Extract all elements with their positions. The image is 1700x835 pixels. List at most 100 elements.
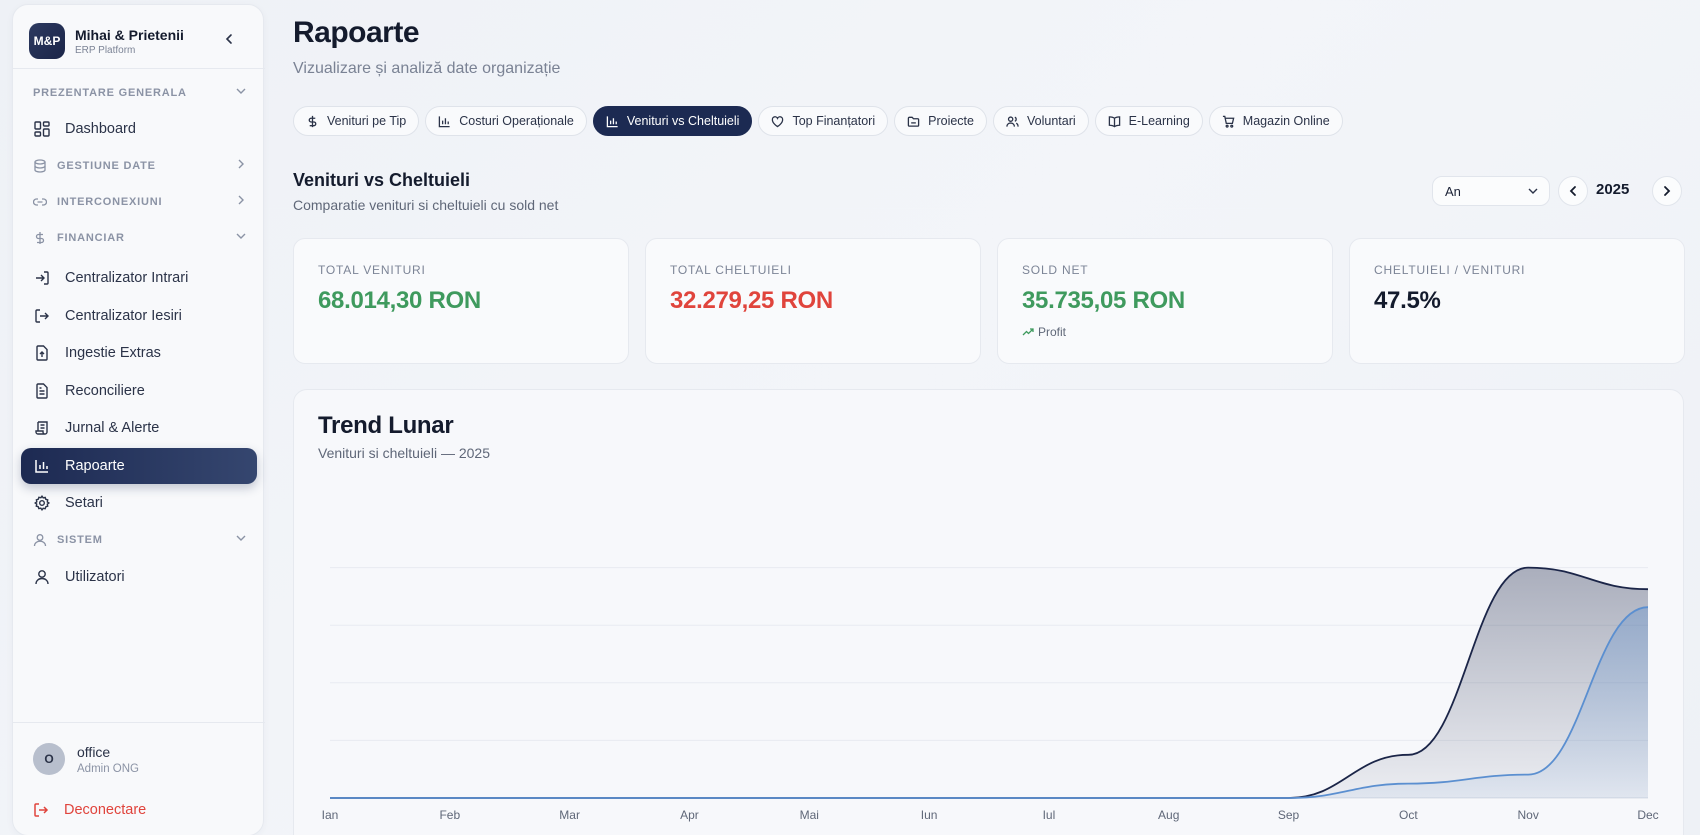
user-profile[interactable]: O office Admin ONG [33,743,139,775]
chevron-down-icon [236,535,246,541]
tab-venituri-pe-tip[interactable]: Venituri pe Tip [293,106,420,136]
sidebar-item-label: Jurnal & Alerte [65,420,160,436]
period-select[interactable]: An [1432,176,1550,206]
tab-label: Costuri Operaționale [459,114,574,128]
sidebar-item-label: Ingestie Extras [65,345,161,361]
kpi-label: SOLD NET [1022,263,1089,277]
user-icon [33,568,51,586]
sidebar-item-outflows[interactable]: Centralizator Iesiri [21,298,257,334]
tab-label: E-Learning [1128,114,1190,128]
chevron-down-icon [236,233,246,239]
kpi-net-balance: SOLD NET 35.735,05 RON Profit [997,238,1333,364]
sidebar-item-reports[interactable]: Rapoarte [21,448,257,484]
report-tabs: Venituri pe Tip Costuri Operaționale Ven… [293,106,1343,136]
tab-label: Magazin Online [1242,114,1330,128]
section-system[interactable]: SISTEM [33,530,247,550]
sidebar-divider [13,722,265,723]
tab-label: Top Finanțatori [792,114,876,128]
tab-label: Venituri vs Cheltuieli [626,114,740,128]
brand[interactable]: M&P Mihai & Prietenii ERP Platform [29,19,249,63]
kpi-total-revenue: TOTAL VENITURI 68.014,30 RON [293,238,629,364]
tab-voluntari[interactable]: Voluntari [992,106,1089,136]
section-overview[interactable]: PREZENTARE GENERALA [33,83,247,103]
next-year-button[interactable] [1652,176,1682,206]
x-tick-label: Mai [800,808,819,822]
kpi-label: TOTAL CHELTUIELI [670,263,792,277]
sidebar-item-label: Centralizator Intrari [65,270,189,286]
book-icon [1108,114,1122,128]
chevron-down-icon [1528,188,1538,194]
folder-icon [907,114,921,128]
sidebar-item-extras[interactable]: Ingestie Extras [21,335,257,371]
tab-top-finantatori[interactable]: Top Finanțatori [758,106,889,136]
sidebar-item-dashboard[interactable]: Dashboard [21,111,257,147]
bar-chart-icon [438,114,452,128]
database-icon [33,158,49,174]
sign-in-icon [33,269,51,287]
chart-subtitle: Venituri si cheltuieli — 2025 [318,445,490,461]
link-icon [33,194,49,210]
chevron-right-icon [1664,186,1671,196]
section-finance[interactable]: FINANCIAR [33,228,247,248]
heart-icon [771,114,785,128]
bar-chart-icon [606,114,620,128]
sidebar: M&P Mihai & Prietenii ERP Platform PREZE… [12,4,265,835]
monthly-trend-chart: Ian Feb Mar Apr Mai Iun Iul Aug Sep Oct Nov Dec [322,566,1659,822]
kpi-note: Profit [1022,325,1066,339]
logout-label: Deconectare [64,802,147,818]
tab-venituri-vs-cheltuieli[interactable]: Venituri vs Cheltuieli [592,106,753,136]
x-tick-label: Iun [921,808,938,822]
brand-subtitle: ERP Platform [75,44,136,56]
page-subtitle: Vizualizare și analiză date organizație [293,60,561,77]
x-tick-label: Iul [1043,808,1056,822]
tab-e-learning[interactable]: E-Learning [1094,106,1203,136]
gear-icon [33,494,51,512]
user-icon [33,532,49,548]
section-links-label: INTERCONEXIUNI [57,196,163,208]
section-links[interactable]: INTERCONEXIUNI [33,192,247,212]
previous-year-button[interactable] [1558,176,1588,206]
bar-chart-icon [33,457,51,475]
x-tick-label: Nov [1518,808,1539,822]
sidebar-item-users[interactable]: Utilizatori [21,559,257,595]
kpi-value: 32.279,25 RON [670,287,833,314]
logout-icon [33,801,51,819]
tab-proiecte[interactable]: Proiecte [894,106,987,136]
sidebar-item-label: Utilizatori [65,569,125,585]
file-text-icon [33,382,51,400]
trending-up-icon [1022,326,1034,338]
sidebar-item-settings[interactable]: Setari [21,485,257,521]
section-title: Venituri vs Cheltuieli [293,170,471,190]
x-tick-label: Mar [559,808,580,822]
sidebar-item-label: Rapoarte [65,458,125,474]
series-2-area [330,607,1648,798]
x-tick-label: Oct [1399,808,1418,822]
sidebar-item-inflows[interactable]: Centralizator Intrari [21,260,257,296]
cart-icon [1222,114,1236,128]
avatar: O [33,743,65,775]
sidebar-item-label: Setari [65,495,103,511]
chevron-left-icon [1569,186,1576,196]
x-tick-label: Dec [1637,808,1658,822]
monthly-trend-card: Ian Feb Mar Apr Mai Iun Iul Aug Sep Oct Nov Dec Tre… [293,389,1684,835]
sidebar-item-journal[interactable]: Jurnal & Alerte [21,410,257,446]
year-value: 2025 [1596,181,1630,198]
collapse-sidebar-button[interactable] [219,29,239,49]
section-data[interactable]: GESTIUNE DATE [33,156,247,176]
section-finance-label: FINANCIAR [57,232,125,244]
logout-button[interactable]: Deconectare [33,801,146,819]
section-system-label: SISTEM [57,534,103,546]
kpi-total-expenses: TOTAL CHELTUIELI 32.279,25 RON [645,238,981,364]
sign-out-icon [33,307,51,325]
file-upload-icon [33,344,51,362]
x-tick-label: Apr [680,808,699,822]
sidebar-item-reconcile[interactable]: Reconciliere [21,373,257,409]
section-subtitle: Comparatie venituri si cheltuieli cu sol… [293,197,559,213]
sidebar-divider [13,68,265,69]
sidebar-item-label: Dashboard [65,121,136,137]
x-tick-label: Sep [1278,808,1300,822]
x-tick-label: Feb [439,808,460,822]
dollar-icon [306,114,320,128]
tab-costuri-operationale[interactable]: Costuri Operaționale [425,106,587,136]
tab-magazin-online[interactable]: Magazin Online [1208,106,1343,136]
